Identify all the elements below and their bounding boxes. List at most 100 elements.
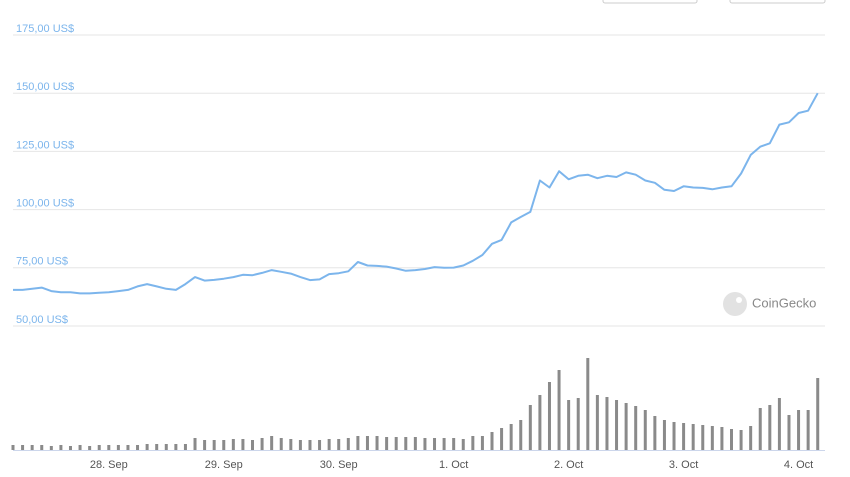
volume-bar bbox=[662, 420, 666, 450]
watermark-logo-eye bbox=[736, 297, 742, 303]
volume-bar bbox=[586, 358, 590, 450]
volume-bar bbox=[394, 437, 398, 450]
volume-bar bbox=[21, 445, 25, 450]
volume-bar bbox=[423, 438, 427, 450]
volume-bar bbox=[279, 438, 283, 450]
y-tick-label: 75,00 US$ bbox=[16, 256, 68, 268]
volume-bar bbox=[758, 408, 762, 450]
volume-bar bbox=[797, 410, 801, 450]
volume-bar bbox=[595, 395, 599, 450]
volume-bar bbox=[318, 440, 322, 450]
volume-bar bbox=[174, 444, 178, 450]
volume-bar bbox=[509, 424, 513, 450]
volume-bar bbox=[768, 405, 772, 450]
volume-bar bbox=[643, 410, 647, 450]
x-tick-label: 4. Oct bbox=[784, 459, 813, 471]
volume-bar bbox=[97, 445, 101, 450]
volume-bar bbox=[88, 446, 92, 450]
volume-bar bbox=[710, 426, 714, 450]
range-button[interactable] bbox=[602, 0, 698, 4]
x-tick-label: 28. Sep bbox=[90, 459, 128, 471]
volume-bar bbox=[461, 439, 465, 450]
volume-bar bbox=[490, 432, 494, 450]
volume-bar bbox=[327, 439, 331, 450]
y-tick-label: 150,00 US$ bbox=[16, 81, 74, 93]
watermark-logo bbox=[723, 292, 747, 316]
volume-bar bbox=[164, 444, 168, 450]
volume-bar bbox=[557, 370, 561, 450]
volume-bar bbox=[730, 429, 733, 450]
x-tick-label: 2. Oct bbox=[554, 459, 583, 471]
volume-bar bbox=[672, 422, 676, 450]
volume-bar bbox=[634, 406, 638, 450]
volume-bar bbox=[701, 425, 705, 450]
watermark: CoinGecko bbox=[723, 292, 816, 316]
volume-bar bbox=[806, 410, 810, 450]
volume-bar bbox=[126, 445, 130, 450]
volume-bar bbox=[567, 400, 571, 450]
volume-bar bbox=[365, 436, 369, 450]
volume-bar bbox=[547, 382, 551, 450]
y-tick-label: 125,00 US$ bbox=[16, 139, 74, 151]
volume-bar bbox=[356, 436, 360, 450]
volume-bar bbox=[500, 428, 504, 450]
volume-bar bbox=[116, 445, 120, 450]
volume-bar bbox=[787, 415, 791, 450]
volume-bar bbox=[413, 437, 417, 450]
volume-bar bbox=[816, 378, 820, 450]
volume-bar bbox=[624, 403, 628, 450]
volume-bar bbox=[11, 445, 15, 450]
volume-bar bbox=[519, 420, 523, 450]
volume-bar bbox=[682, 423, 686, 450]
volume-bar bbox=[222, 440, 226, 450]
volume-bar bbox=[375, 436, 379, 450]
watermark-text: CoinGecko bbox=[752, 295, 816, 310]
volume-bar bbox=[193, 438, 197, 450]
volume-bar bbox=[68, 446, 72, 450]
volume-bar bbox=[337, 439, 341, 450]
volume-bar bbox=[538, 395, 542, 450]
volume-bar bbox=[241, 439, 245, 450]
x-tick-label: 30. Sep bbox=[320, 459, 358, 471]
volume-bar bbox=[145, 444, 149, 450]
volume-bar bbox=[739, 430, 743, 450]
volume-bar bbox=[59, 445, 63, 450]
volume-bar bbox=[480, 436, 484, 450]
volume-bar bbox=[605, 397, 609, 450]
volume-bar bbox=[231, 439, 235, 450]
volume-bar bbox=[452, 438, 456, 450]
volume-bar bbox=[615, 400, 619, 450]
volume-bar bbox=[203, 440, 207, 450]
y-tick-label: 100,00 US$ bbox=[16, 198, 74, 210]
volume-bar bbox=[107, 445, 111, 450]
volume-bar bbox=[308, 440, 312, 450]
volume-bar bbox=[49, 446, 53, 450]
volume-bar bbox=[691, 424, 695, 450]
volume-bar bbox=[653, 416, 657, 450]
volume-bar bbox=[155, 444, 159, 450]
volume-bar bbox=[212, 440, 216, 450]
volume-bar bbox=[528, 405, 532, 450]
volume-bar bbox=[260, 438, 264, 450]
volume-bar bbox=[576, 398, 580, 450]
volume-bar bbox=[251, 440, 254, 450]
range-button[interactable] bbox=[729, 0, 826, 4]
volume-bar bbox=[78, 445, 82, 450]
y-tick-label: 50,00 US$ bbox=[16, 314, 68, 326]
y-tick-label: 175,00 US$ bbox=[16, 23, 74, 35]
volume-bar bbox=[346, 438, 350, 450]
volume-bar bbox=[136, 445, 140, 450]
volume-bar bbox=[289, 439, 293, 450]
price-line bbox=[13, 92, 819, 295]
volume-bar bbox=[385, 437, 389, 450]
x-tick-label: 29. Sep bbox=[205, 459, 243, 471]
volume-bar bbox=[40, 445, 44, 450]
volume-bar bbox=[183, 444, 187, 450]
volume-bar bbox=[433, 438, 437, 450]
x-tick-label: 3. Oct bbox=[669, 459, 698, 471]
volume-bar bbox=[30, 445, 34, 450]
volume-bar bbox=[720, 427, 724, 450]
plot: 50,00 US$ 75,00 US$ 100,00 US$ 125,00 US$ 15… bbox=[11, 23, 825, 471]
volume-bar bbox=[404, 437, 408, 450]
